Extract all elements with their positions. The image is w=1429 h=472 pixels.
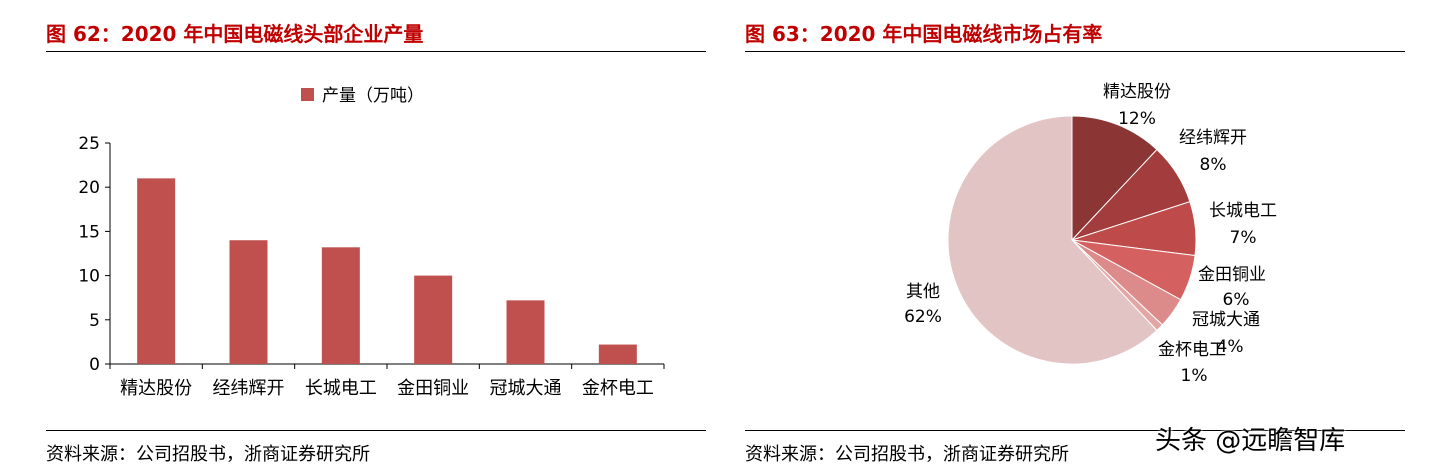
pie-slice (947, 115, 1158, 365)
pie-slice-label: 长城电工 (1209, 201, 1277, 221)
legend-label: 产量（万吨） (322, 86, 424, 106)
pie-slice-label: 金田铜业 (1198, 265, 1266, 285)
pie-slice-percent: 4% (1217, 337, 1244, 357)
y-tick-label: 25 (78, 134, 100, 154)
figure-62-bottom-rule (46, 430, 706, 431)
bar (598, 344, 637, 364)
pie-slice-percent: 1% (1181, 366, 1208, 386)
y-tick-label: 10 (78, 267, 100, 287)
pie-slice-label: 其他 (906, 282, 940, 302)
bar (137, 178, 176, 364)
pie-slice-label: 精达股份 (1103, 82, 1171, 102)
x-category-label: 冠城大通 (490, 378, 562, 399)
x-category-label: 精达股份 (120, 378, 192, 399)
bar (506, 300, 545, 364)
pie-slice-percent: 7% (1230, 228, 1257, 248)
figure-63-title-rule (745, 51, 1405, 52)
pie-slice-label: 金杯电工 (1158, 340, 1226, 360)
figure-63-source: 资料来源：公司招股书，浙商证券研究所 (745, 444, 1069, 465)
figure-62-source: 资料来源：公司招股书，浙商证券研究所 (46, 444, 370, 465)
legend-swatch (301, 88, 314, 101)
y-tick-label: 20 (78, 178, 100, 198)
figure-63-title: 图 63：2020 年中国电磁线市场占有率 (745, 22, 1103, 46)
y-tick-label: 0 (89, 355, 100, 375)
pie-slice-percent: 12% (1118, 109, 1156, 129)
x-category-label: 经纬辉开 (213, 378, 285, 399)
pie-slice-percent: 8% (1200, 155, 1227, 175)
x-category-label: 金田铜业 (397, 378, 469, 399)
figure-62-panel: 图 62：2020 年中国电磁线头部企业产量 0 5 10 15 20 25 精达股份 经纬辉… (46, 0, 706, 472)
figure-62-title: 图 62：2020 年中国电磁线头部企业产量 (46, 22, 424, 46)
pie-slice-percent: 62% (904, 307, 942, 327)
bar (414, 275, 453, 364)
pie-slice (1071, 115, 1158, 242)
pie-slice-label: 经纬辉开 (1179, 128, 1247, 148)
bar (321, 247, 360, 364)
watermark: 头条 @远瞻智库 (1155, 426, 1346, 456)
pie-slice-percent: 6% (1223, 290, 1250, 310)
figure-63-bottom-rule (745, 430, 1405, 431)
figure-62-title-rule (46, 51, 706, 52)
pie-chart: 精达股份 12% 经纬辉开 8% 长城电工 7% 金田铜业 6%冠城大通 4%金杯电工 1% 其他 6… (904, 82, 1277, 386)
bar-chart: 0 5 10 15 20 25 精达股份 经纬辉开 长城电工 金田铜业 冠城大通 金杯电工 产量（万吨） (78, 86, 665, 399)
x-category-label: 长城电工 (305, 378, 377, 399)
y-tick-label: 5 (89, 311, 100, 331)
y-tick-label: 15 (78, 222, 100, 242)
figure-63-panel: 图 63：2020 年中国电磁线市场占有率 精达股份 12% 经纬辉开 8% 长城电工 7… (745, 0, 1405, 472)
bar (229, 240, 268, 364)
x-category-label: 金杯电工 (582, 378, 654, 399)
pie-slice-label: 冠城大通 (1192, 310, 1260, 330)
